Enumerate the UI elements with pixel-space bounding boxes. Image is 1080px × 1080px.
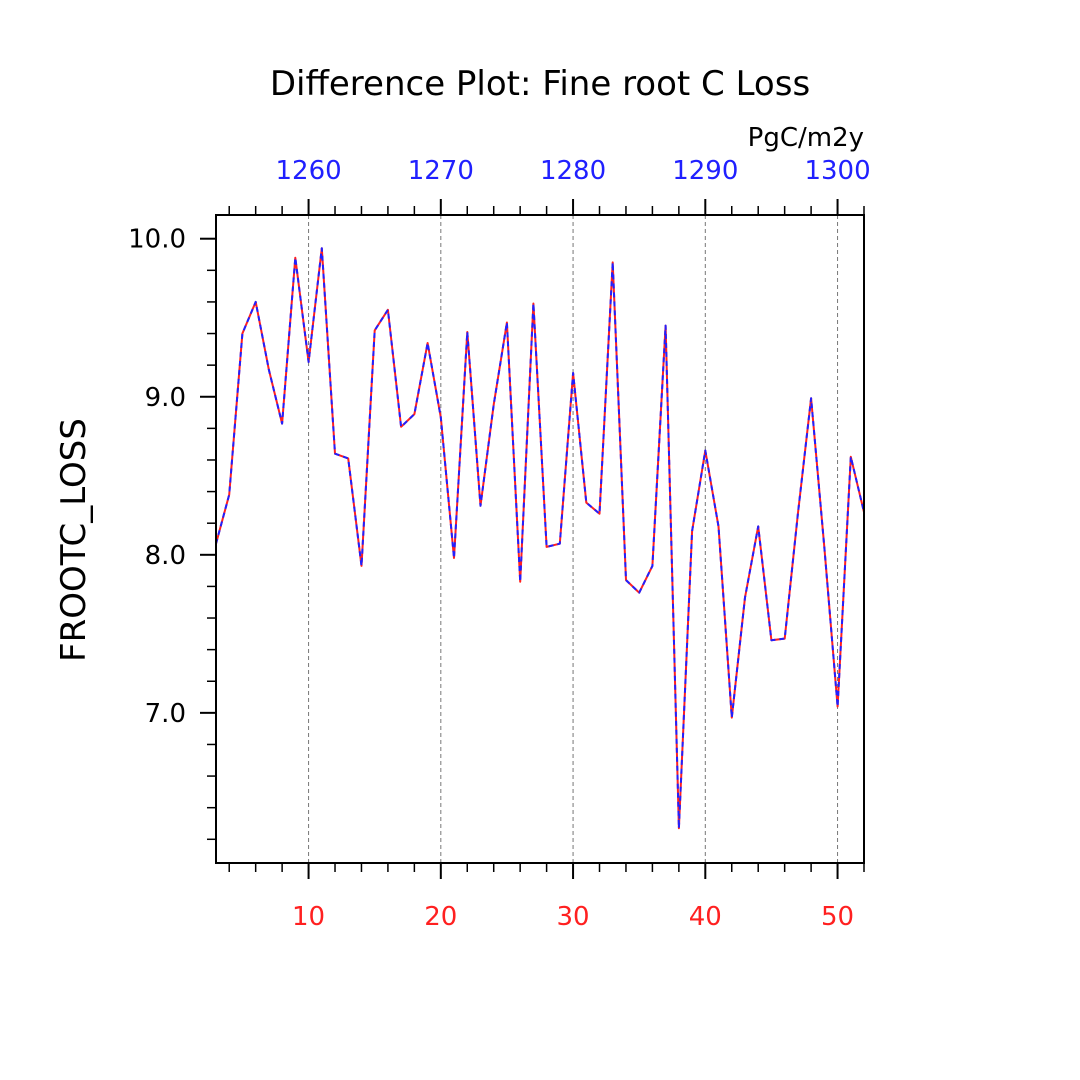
x-tick-label-50: 50 [821,902,854,932]
y-tick-label-9.0: 9.0 [145,383,186,413]
tick-labels: 10 20 30 40 50 1260 1270 1280 1290 1300 10.0 9.0 8.0… [128,156,871,932]
plot-frame [215,214,865,864]
y-tick-label-8.0: 8.0 [145,541,186,571]
y-tick-label-7.0: 7.0 [145,699,186,729]
x-tick-label-20: 20 [424,902,457,932]
x-tick-label-10: 10 [292,902,325,932]
gridlines [308,215,839,863]
top-tick-label-1270: 1270 [408,156,474,186]
y-axis-label: FROOTC_LOSS [54,418,94,662]
series-line-blue [215,247,865,830]
x-tick-label-30: 30 [557,902,590,932]
top-tick-label-1290: 1290 [672,156,738,186]
y-tick-label-10.0: 10.0 [128,225,186,255]
chart-title: Difference Plot: Fine root C Loss [270,64,810,104]
axis-ticks [200,199,865,879]
x-tick-label-40: 40 [689,902,722,932]
units-label: PgC/m2y [748,123,864,153]
top-tick-label-1280: 1280 [540,156,606,186]
series-layer [215,247,865,830]
top-tick-label-1300: 1300 [804,156,870,186]
top-tick-label-1260: 1260 [275,156,341,186]
series-line-red [215,247,865,830]
